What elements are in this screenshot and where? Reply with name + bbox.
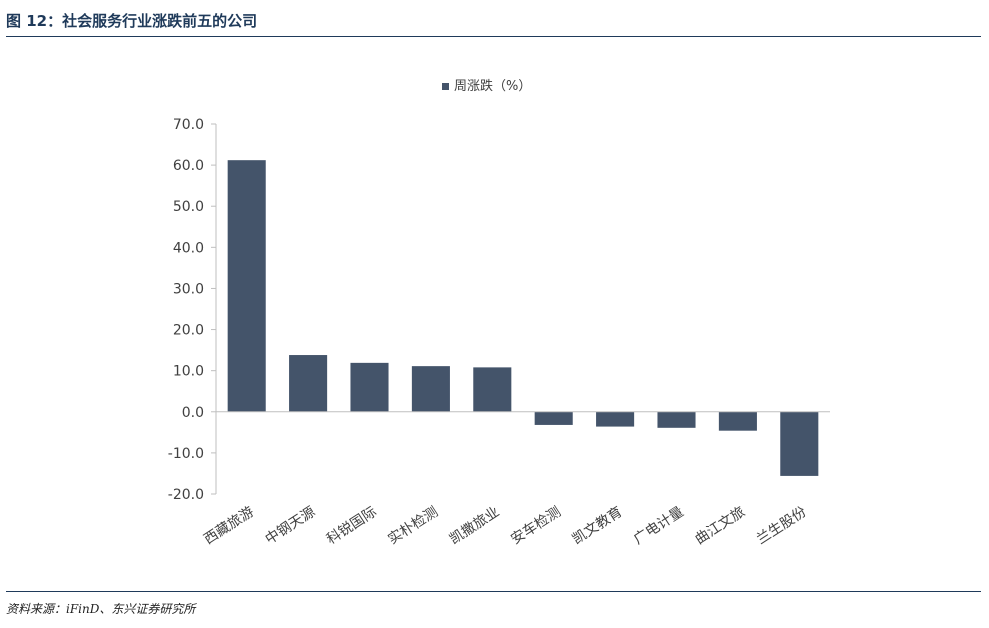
figure-title: 图 12：社会服务行业涨跌前五的公司 xyxy=(6,12,258,30)
y-tick-label: -10.0 xyxy=(168,446,204,462)
x-tick-label: 西藏旅游 xyxy=(201,504,257,548)
y-tick-label: 20.0 xyxy=(173,323,204,339)
bar xyxy=(718,411,757,431)
x-tick-label: 凯文教育 xyxy=(570,504,626,548)
legend-swatch xyxy=(442,83,449,90)
x-tick-label: 中钢天源 xyxy=(263,504,319,548)
bar xyxy=(473,367,512,412)
x-tick-label: 实朴检测 xyxy=(385,504,441,548)
bar xyxy=(289,355,328,412)
x-tick-label: 兰生股份 xyxy=(754,504,810,548)
y-tick-label: 70.0 xyxy=(173,117,204,133)
x-tick-label: 凯撒旅业 xyxy=(447,504,503,548)
bar xyxy=(411,366,450,412)
y-tick-label: 40.0 xyxy=(173,240,204,256)
y-tick-label: 30.0 xyxy=(173,281,204,297)
y-tick-label: 0.0 xyxy=(182,405,204,421)
figure-footer: 资料来源：iFinD、东兴证券研究所 xyxy=(6,591,981,616)
source-note: 资料来源：iFinD、东兴证券研究所 xyxy=(6,602,196,616)
legend-label: 周涨跌（%） xyxy=(454,78,531,94)
y-tick-label: 10.0 xyxy=(173,364,204,380)
x-tick-label: 科锐国际 xyxy=(324,504,380,548)
bar xyxy=(596,411,635,427)
x-tick-label: 广电计量 xyxy=(631,504,687,548)
bar xyxy=(350,362,389,412)
x-tick-label: 安车检测 xyxy=(508,503,564,548)
figure-header: 图 12：社会服务行业涨跌前五的公司 xyxy=(6,8,981,37)
bar xyxy=(780,411,819,476)
bar xyxy=(227,160,266,412)
x-tick-label: 曲江文旅 xyxy=(692,504,748,548)
y-tick-label: 60.0 xyxy=(173,158,204,174)
y-tick-label: -20.0 xyxy=(168,487,204,503)
bar xyxy=(657,411,696,428)
y-tick-label: 50.0 xyxy=(173,199,204,215)
bar xyxy=(534,411,573,425)
